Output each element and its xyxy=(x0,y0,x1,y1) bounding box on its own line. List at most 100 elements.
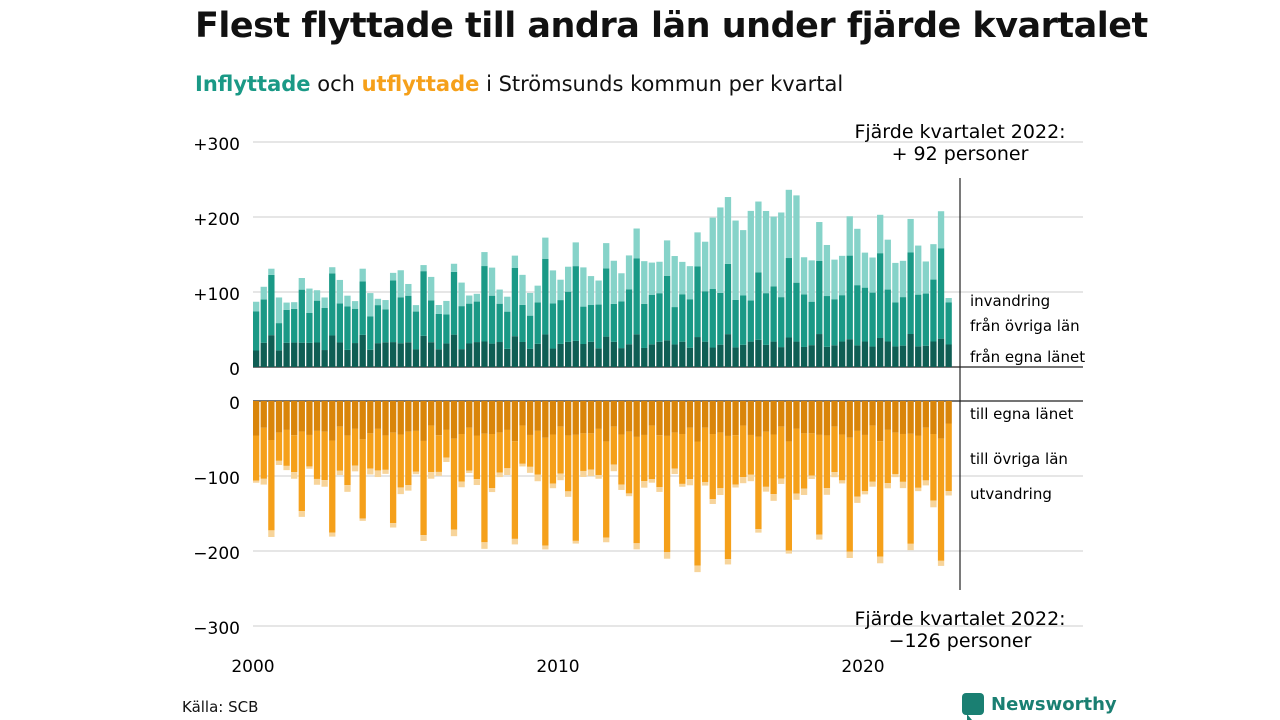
bar-out-ovriga xyxy=(808,433,815,476)
bar-in-invandring xyxy=(899,260,907,298)
bar-in-invandring xyxy=(504,296,511,312)
bar-in-egna xyxy=(450,334,458,367)
bar-in-invandring xyxy=(915,245,922,295)
bar-in-egna xyxy=(785,337,792,367)
bar-out-utvandring xyxy=(291,472,298,479)
bar-in-ovriga xyxy=(831,299,838,346)
bar-in-invandring xyxy=(831,259,838,300)
bar-in-egna xyxy=(869,346,876,367)
bar-in-ovriga xyxy=(519,304,526,342)
bar-out-ovriga xyxy=(701,427,709,482)
bar-in-egna xyxy=(359,334,366,367)
bar-out-utvandring xyxy=(816,534,823,540)
bar-in-invandring xyxy=(329,267,336,274)
bar-out-ovriga xyxy=(861,434,869,491)
bar-out-utvandring xyxy=(732,484,739,488)
bar-out-utvandring xyxy=(496,472,503,478)
bar-in-egna xyxy=(694,337,701,367)
bar-out-utvandring xyxy=(351,465,359,472)
bar-out-ovriga xyxy=(565,435,572,492)
bar-in-ovriga xyxy=(671,307,678,345)
bar-in-egna xyxy=(466,343,473,367)
brand-name: Newsworthy xyxy=(991,693,1117,715)
bar-in-invandring xyxy=(724,197,732,264)
bar-out-utvandring xyxy=(778,478,785,484)
bar-in-ovriga xyxy=(762,293,770,345)
legend-in-invandring: invandring xyxy=(970,292,1050,310)
bar-out-ovriga xyxy=(869,425,876,482)
bar-in-invandring xyxy=(785,189,792,259)
bar-out-ovriga xyxy=(321,431,328,481)
bar-in-egna xyxy=(298,342,305,367)
bar-out-ovriga xyxy=(412,430,420,472)
bar-in-egna xyxy=(351,343,359,367)
bar-out-ovriga xyxy=(374,428,382,471)
bar-out-egna xyxy=(542,401,549,438)
bar-out-utvandring xyxy=(899,481,907,489)
bar-out-utvandring xyxy=(511,538,519,545)
brand-logo[interactable]: Newsworthy xyxy=(962,693,1117,720)
bar-out-ovriga xyxy=(435,435,442,472)
bar-out-egna xyxy=(374,401,382,429)
subtitle-in-word: Inflyttade xyxy=(195,72,311,96)
bar-in-invandring xyxy=(709,217,716,290)
bar-in-invandring xyxy=(565,266,572,292)
bar-out-ovriga xyxy=(519,425,526,464)
bar-out-egna xyxy=(945,401,952,424)
bar-out-utvandring xyxy=(869,481,876,487)
bar-in-invandring xyxy=(625,255,633,290)
bar-out-egna xyxy=(405,401,412,432)
bar-in-invandring xyxy=(793,195,800,283)
bar-in-invandring xyxy=(435,305,442,314)
bar-out-utvandring xyxy=(800,488,808,495)
bar-out-utvandring xyxy=(694,565,701,573)
bar-in-ovriga xyxy=(329,273,336,336)
bar-in-egna xyxy=(625,344,633,367)
bar-out-ovriga xyxy=(587,433,595,470)
bar-out-egna xyxy=(618,401,625,435)
bar-in-ovriga xyxy=(268,274,275,336)
bar-out-ovriga xyxy=(473,435,480,480)
bar-out-egna xyxy=(694,401,701,442)
bar-out-egna xyxy=(253,401,260,436)
legend-out-egna: till egna länet xyxy=(970,405,1073,423)
bar-in-egna xyxy=(329,335,336,367)
bar-in-egna xyxy=(435,349,442,367)
bar-in-invandring xyxy=(671,256,678,308)
bar-out-egna xyxy=(466,401,473,428)
bar-out-utvandring xyxy=(412,471,420,475)
bar-in-egna xyxy=(549,348,557,367)
bar-out-ovriga xyxy=(793,428,800,494)
bar-out-utvandring xyxy=(473,479,480,486)
bar-in-egna xyxy=(572,340,579,367)
bar-in-invandring xyxy=(519,274,526,305)
bar-in-egna xyxy=(412,349,420,367)
bar-out-utvandring xyxy=(603,537,610,543)
bar-out-egna xyxy=(641,401,648,435)
y-tick-label: −100 xyxy=(193,469,240,489)
bar-in-ovriga xyxy=(351,308,359,344)
bar-in-egna xyxy=(542,334,549,367)
y-tick-label: 0 xyxy=(229,360,240,380)
bar-out-utvandring xyxy=(922,480,929,486)
bar-in-egna xyxy=(671,344,678,367)
subtitle-out-word: utflyttade xyxy=(361,72,480,96)
bar-out-utvandring xyxy=(367,468,374,475)
bar-out-utvandring xyxy=(313,478,321,485)
annotation-bottom-line2: −126 personer xyxy=(889,630,1032,652)
bar-in-invandring xyxy=(298,277,305,290)
bar-out-utvandring xyxy=(717,488,724,496)
bar-out-utvandring xyxy=(450,529,458,537)
bar-out-egna xyxy=(884,401,891,430)
bar-in-invandring xyxy=(321,297,328,309)
bar-in-invandring xyxy=(268,268,275,275)
bar-out-egna xyxy=(291,401,298,436)
bar-out-ovriga xyxy=(557,426,564,474)
chart-title: Flest flyttade till andra län under fjär… xyxy=(195,6,1148,46)
bar-out-egna xyxy=(595,401,602,429)
bar-out-utvandring xyxy=(793,493,800,500)
bar-out-egna xyxy=(306,401,313,435)
bar-in-ovriga xyxy=(595,304,602,349)
bar-out-utvandring xyxy=(344,485,351,492)
bar-in-invandring xyxy=(260,286,267,300)
